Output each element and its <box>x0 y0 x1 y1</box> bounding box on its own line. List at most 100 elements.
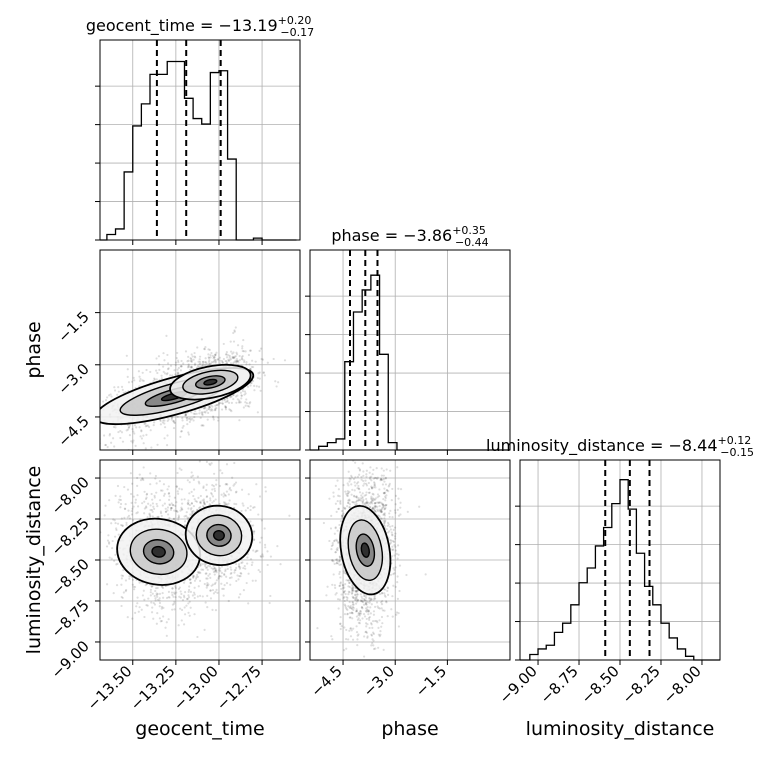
sample-point <box>138 473 141 476</box>
sample-point <box>122 568 125 572</box>
sample-point <box>148 425 151 429</box>
sample-point <box>371 626 374 629</box>
sample-point <box>143 490 146 493</box>
sample-point <box>357 487 360 490</box>
sample-point <box>221 472 224 475</box>
sample-point <box>378 607 381 610</box>
sample-point <box>379 477 383 481</box>
sample-point <box>396 557 399 560</box>
sample-point <box>158 592 162 595</box>
sample-point <box>362 666 364 668</box>
sample-point <box>339 501 342 504</box>
sample-point <box>200 424 203 427</box>
sample-point <box>378 515 381 518</box>
sample-point <box>129 472 132 475</box>
sample-point <box>361 502 364 505</box>
sample-point <box>106 445 109 449</box>
sample-point <box>124 590 127 593</box>
sample-point <box>233 360 236 363</box>
sample-point <box>208 363 211 366</box>
sample-point <box>138 379 142 383</box>
sample-point <box>339 622 342 625</box>
sample-point <box>373 505 376 508</box>
sample-point <box>125 429 128 432</box>
sample-point <box>212 416 215 419</box>
sample-point <box>177 366 180 370</box>
sample-point <box>316 627 319 630</box>
sample-point <box>224 568 227 571</box>
sample-point <box>193 351 196 355</box>
sample-point <box>182 424 185 428</box>
sample-point <box>177 492 180 495</box>
sample-point <box>364 602 367 605</box>
sample-point <box>158 601 162 605</box>
sample-point <box>237 596 241 599</box>
sample-point <box>344 456 346 458</box>
sample-point <box>399 501 402 504</box>
sample-point <box>347 585 350 588</box>
sample-point <box>214 408 217 411</box>
sample-point <box>176 415 179 419</box>
sample-point <box>162 370 165 373</box>
sample-point <box>241 358 244 361</box>
sample-point <box>228 356 231 359</box>
sample-point <box>222 587 225 590</box>
sample-point <box>214 353 217 357</box>
sample-point <box>229 396 232 399</box>
sample-point <box>364 607 368 610</box>
sample-point <box>47 399 49 401</box>
sample-point <box>374 510 378 513</box>
sample-point <box>234 326 237 329</box>
sample-point <box>268 601 271 605</box>
sample-point <box>381 600 384 603</box>
sample-point <box>167 367 170 370</box>
sample-point <box>119 495 122 498</box>
sample-point <box>332 540 336 543</box>
sample-point <box>383 521 386 524</box>
sample-point <box>360 606 364 609</box>
sample-point <box>185 514 188 517</box>
sample-point <box>204 601 207 604</box>
sample-point <box>351 605 355 609</box>
density-panel-phase-luminosity_distance <box>316 456 427 668</box>
sample-point <box>383 594 387 597</box>
sample-point <box>156 586 159 590</box>
sample-point <box>201 364 204 367</box>
sample-point <box>254 360 257 363</box>
sample-point <box>371 502 374 505</box>
sample-point <box>204 566 208 569</box>
sample-point <box>161 421 164 424</box>
sample-point <box>175 356 178 360</box>
sample-point <box>188 614 191 617</box>
sample-point <box>256 411 259 414</box>
sample-point <box>225 353 228 356</box>
sample-point <box>236 344 240 347</box>
sample-point <box>352 586 355 589</box>
sample-point <box>155 502 158 506</box>
sample-point <box>391 548 394 552</box>
sample-point <box>212 356 215 360</box>
sample-point <box>188 588 191 592</box>
sample-point <box>258 371 261 374</box>
sample-point <box>182 581 186 584</box>
sample-point <box>355 500 358 503</box>
sample-point <box>190 502 193 505</box>
sample-point <box>221 361 224 364</box>
sample-point <box>203 562 206 565</box>
sample-point <box>366 635 369 638</box>
sample-point <box>106 539 110 542</box>
sample-point <box>381 591 384 595</box>
sample-point <box>394 549 397 552</box>
sample-point <box>132 439 135 442</box>
sample-point <box>190 359 193 362</box>
sample-point <box>143 615 146 619</box>
sample-point <box>139 435 142 438</box>
sample-point <box>390 539 393 542</box>
sample-point <box>357 498 360 501</box>
sample-point <box>365 502 368 505</box>
sample-point <box>234 395 238 398</box>
sample-point <box>383 520 387 523</box>
sample-point <box>269 594 272 598</box>
sample-point <box>130 440 133 443</box>
sample-point <box>165 373 168 376</box>
